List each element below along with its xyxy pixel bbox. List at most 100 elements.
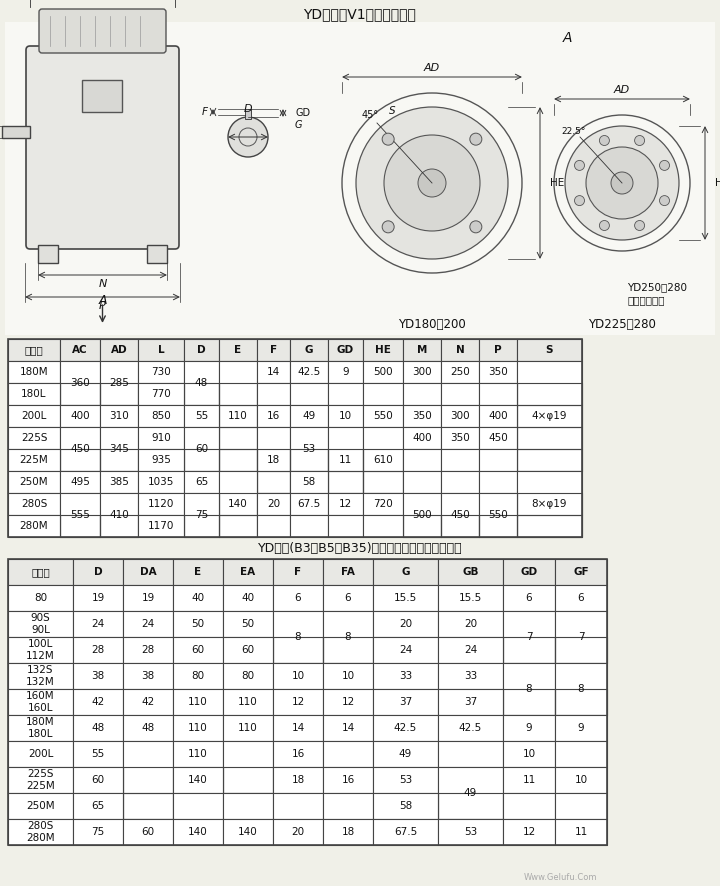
- Bar: [273, 793, 323, 819]
- Text: 1035: 1035: [148, 477, 174, 487]
- Text: 200L: 200L: [22, 411, 47, 421]
- Text: 730: 730: [151, 367, 171, 377]
- Text: 50: 50: [192, 619, 204, 629]
- Bar: [328, 427, 363, 493]
- Text: 28: 28: [141, 645, 155, 655]
- Text: Www.Gelufu.Com: Www.Gelufu.Com: [523, 874, 597, 882]
- Bar: [373, 663, 438, 689]
- Bar: [273, 663, 323, 689]
- Bar: [184, 449, 219, 471]
- Bar: [273, 689, 323, 715]
- Text: 450: 450: [488, 433, 508, 443]
- Text: 1170: 1170: [148, 521, 174, 531]
- Bar: [555, 559, 607, 585]
- Bar: [100, 383, 138, 405]
- Text: 140: 140: [188, 775, 208, 785]
- Circle shape: [599, 136, 609, 145]
- Text: AD: AD: [424, 63, 440, 73]
- Text: 110: 110: [228, 411, 248, 421]
- Bar: [503, 611, 555, 663]
- Text: L: L: [158, 345, 164, 355]
- Circle shape: [660, 160, 670, 170]
- Text: 33: 33: [399, 671, 412, 681]
- Bar: [373, 767, 438, 793]
- Text: 80: 80: [241, 671, 255, 681]
- Bar: [403, 493, 441, 537]
- Bar: [219, 515, 257, 537]
- Bar: [5, 22, 715, 335]
- Bar: [73, 819, 123, 845]
- Bar: [138, 361, 184, 383]
- Bar: [323, 559, 373, 585]
- Text: 58: 58: [399, 801, 412, 811]
- Text: 6: 6: [294, 593, 301, 603]
- Text: 15.5: 15.5: [459, 593, 482, 603]
- Text: 110: 110: [238, 697, 258, 707]
- Text: 80: 80: [192, 671, 204, 681]
- Text: 100L
112M: 100L 112M: [26, 639, 55, 661]
- Bar: [73, 767, 123, 793]
- Text: AD: AD: [614, 85, 630, 95]
- Bar: [438, 793, 503, 819]
- Bar: [219, 383, 257, 405]
- Bar: [438, 663, 503, 689]
- Circle shape: [586, 147, 658, 219]
- Bar: [8, 793, 73, 819]
- Text: 360: 360: [70, 378, 90, 388]
- Text: 8: 8: [526, 684, 532, 694]
- Text: 555: 555: [70, 510, 90, 520]
- Bar: [223, 819, 273, 845]
- Bar: [503, 689, 555, 715]
- Text: GD: GD: [295, 108, 310, 118]
- Text: G: G: [295, 120, 302, 130]
- Text: 8×φ19: 8×φ19: [532, 499, 567, 509]
- Text: N: N: [456, 345, 464, 355]
- Text: 8: 8: [577, 684, 585, 694]
- Text: 55: 55: [195, 411, 208, 421]
- Text: 20: 20: [399, 619, 412, 629]
- Circle shape: [382, 221, 394, 233]
- Bar: [273, 585, 323, 611]
- Bar: [138, 493, 184, 515]
- Text: GD: GD: [521, 567, 538, 577]
- Text: 550: 550: [373, 411, 393, 421]
- Text: 8: 8: [294, 632, 301, 642]
- Circle shape: [228, 117, 268, 157]
- Bar: [8, 339, 60, 361]
- Text: 67.5: 67.5: [297, 499, 320, 509]
- Bar: [73, 715, 123, 741]
- Text: 280S: 280S: [21, 499, 48, 509]
- Text: 60: 60: [192, 645, 204, 655]
- Circle shape: [660, 196, 670, 206]
- Bar: [555, 637, 607, 663]
- Bar: [323, 741, 373, 767]
- Text: 450: 450: [450, 510, 470, 520]
- Bar: [223, 637, 273, 663]
- Text: 10: 10: [341, 671, 354, 681]
- Text: 18: 18: [267, 455, 280, 465]
- Bar: [223, 585, 273, 611]
- Bar: [245, 109, 251, 119]
- Text: 16: 16: [292, 749, 305, 759]
- Bar: [138, 339, 184, 361]
- Bar: [73, 559, 123, 585]
- Text: 37: 37: [399, 697, 412, 707]
- Bar: [323, 663, 373, 689]
- Bar: [8, 449, 60, 471]
- Text: 53: 53: [464, 827, 477, 837]
- Bar: [503, 715, 555, 741]
- Text: 60: 60: [91, 775, 104, 785]
- Text: 385: 385: [109, 477, 129, 487]
- Bar: [257, 383, 290, 405]
- Bar: [403, 471, 441, 493]
- Bar: [219, 471, 257, 537]
- Bar: [438, 767, 503, 819]
- Text: 345: 345: [109, 444, 129, 454]
- Text: YD250～280: YD250～280: [627, 282, 687, 292]
- Text: 49: 49: [464, 788, 477, 798]
- Bar: [441, 471, 479, 493]
- Text: 4×φ19: 4×φ19: [532, 411, 567, 421]
- Text: 42.5: 42.5: [394, 723, 417, 733]
- Bar: [479, 427, 517, 449]
- Text: HE: HE: [375, 345, 391, 355]
